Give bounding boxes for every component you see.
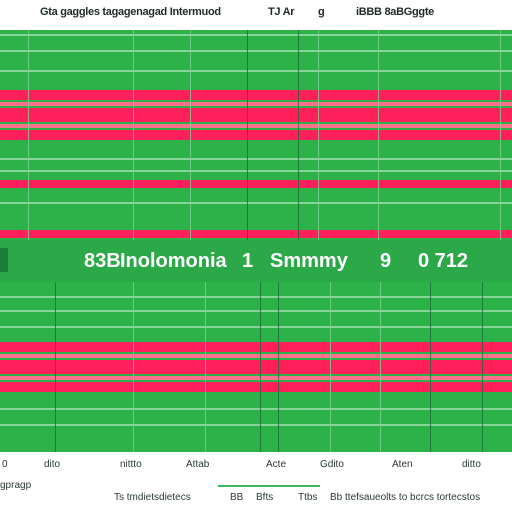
row-band	[0, 180, 512, 188]
grid-line	[0, 50, 512, 52]
grid-column	[330, 282, 331, 452]
grid-column	[133, 30, 134, 240]
summary-bar: 83B Inolomonia 1 Smmmy 9 0 712	[0, 240, 512, 282]
summary-title: Inolomonia	[120, 250, 227, 272]
grid-line	[0, 326, 512, 328]
grid-panel-bottom	[0, 282, 512, 452]
summary-label: Smmmy	[270, 250, 348, 272]
row-band	[0, 124, 512, 128]
header-code: TJ Ar	[268, 6, 295, 18]
grid-column	[247, 30, 248, 240]
grid-column	[133, 282, 134, 452]
footer-item: Ttbs	[298, 492, 318, 503]
grid-line	[0, 70, 512, 72]
row-band	[0, 230, 512, 238]
grid-column	[190, 30, 191, 240]
row-band	[0, 360, 512, 374]
axis-label: 0	[2, 459, 8, 470]
summary-count: 9	[380, 250, 392, 272]
header-right: iBBB 8aBGggte	[356, 6, 434, 18]
grid-column	[260, 282, 261, 452]
grid-line	[0, 202, 512, 204]
summary-value: 0 712	[418, 250, 469, 272]
footer-item: Bfts	[256, 492, 274, 503]
row-band	[0, 102, 512, 106]
grid-column	[55, 282, 56, 452]
header-mark: g	[318, 6, 325, 18]
footer-item: Ts tmdietsdietecs	[114, 492, 191, 503]
top-header: Gta gaggles tagagenagad Intermuod TJ Ar …	[0, 0, 512, 30]
grid-line	[0, 170, 512, 172]
grid-column	[430, 282, 431, 452]
row-band	[0, 130, 512, 140]
header-title: Gta gaggles tagagenagad Intermuod	[40, 6, 221, 18]
grid-line	[0, 296, 512, 298]
summary-marker	[0, 248, 8, 272]
grid-column	[298, 30, 299, 240]
grid-line	[0, 310, 512, 312]
row-band	[0, 90, 512, 100]
row-band	[0, 376, 512, 380]
axis-label: dito	[44, 459, 61, 470]
footer-note: gpragp	[0, 480, 32, 491]
grid-line	[0, 408, 512, 410]
grid-column	[205, 282, 206, 452]
axis-label: Gdito	[320, 459, 344, 470]
row-band	[0, 342, 512, 352]
axis-label: nittto	[120, 459, 142, 470]
grid-line	[0, 34, 512, 36]
grid-column	[380, 282, 381, 452]
axis-label: Acte	[266, 459, 287, 470]
grid-line	[0, 424, 512, 426]
grid-line	[0, 158, 512, 160]
grid-column	[378, 30, 379, 240]
footer-rule	[218, 485, 320, 487]
row-band	[0, 382, 512, 392]
footer-item: BB	[230, 492, 244, 503]
grid-column	[482, 282, 483, 452]
summary-code: 83B	[84, 250, 121, 272]
row-band	[0, 108, 512, 122]
footer: 0 dito nittto Attab Acte Gdito Aten ditt…	[0, 452, 512, 512]
grid-column	[500, 30, 501, 240]
grid-column	[28, 30, 29, 240]
grid-column	[318, 30, 319, 240]
footer-item: Bb ttefsaueolts to bcrcs tortecstos	[330, 492, 481, 503]
axis-label: Attab	[186, 459, 210, 470]
axis-label: ditto	[462, 459, 481, 470]
summary-index: 1	[242, 250, 254, 272]
axis-label: Aten	[392, 459, 413, 470]
grid-panel-top	[0, 30, 512, 240]
grid-column	[278, 282, 279, 452]
row-band	[0, 354, 512, 358]
